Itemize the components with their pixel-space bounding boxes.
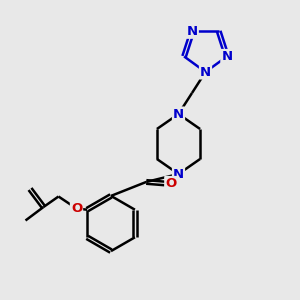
Text: O: O bbox=[71, 202, 82, 215]
Text: N: N bbox=[187, 25, 198, 38]
Text: N: N bbox=[200, 65, 211, 79]
Text: N: N bbox=[173, 107, 184, 121]
Text: N: N bbox=[221, 50, 233, 63]
Text: O: O bbox=[165, 177, 176, 190]
Text: N: N bbox=[173, 167, 184, 181]
